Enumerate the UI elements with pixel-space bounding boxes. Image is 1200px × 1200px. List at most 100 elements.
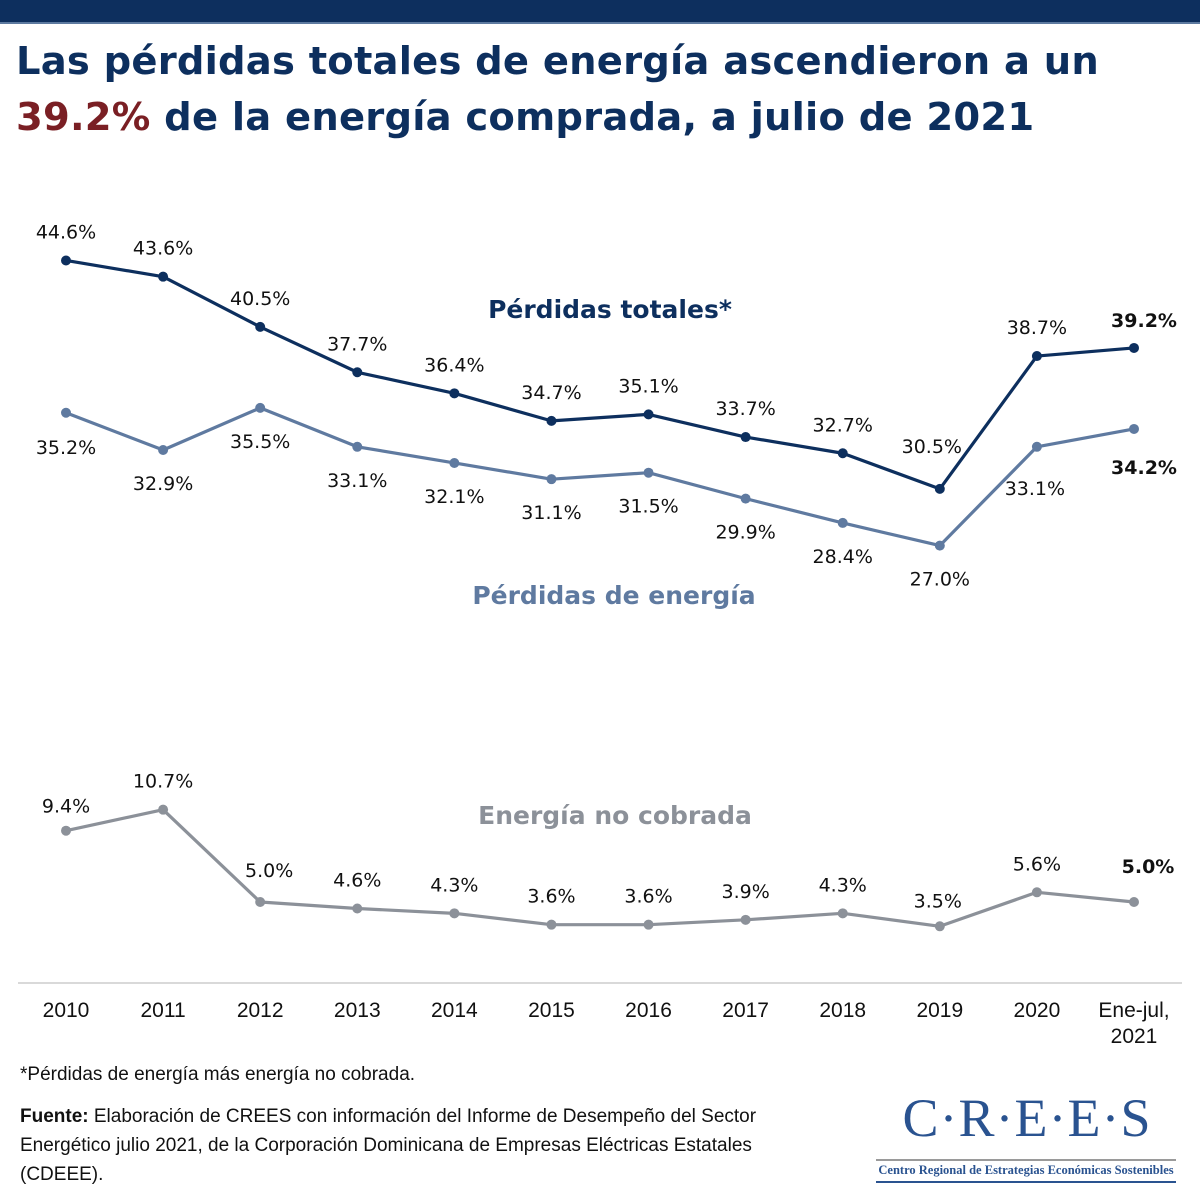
data-point-energia-no-cobrada	[352, 903, 363, 914]
crees-logo: C·R·E·E·S Centro Regional de Estrategias…	[872, 1088, 1182, 1183]
data-label-perdidas-de-energia: 33.1%	[1005, 478, 1065, 500]
series-name-layer: Pérdidas totales* Pérdidas de energía En…	[472, 295, 755, 830]
data-point-perdidas-de-energia	[449, 457, 460, 468]
label-layer: 44.6% 43.6% 40.5% 37.7% 36.4% 34.7% 35.1% 33.7%…	[36, 221, 1177, 912]
data-point-perdidas-de-energia	[837, 517, 848, 528]
data-label-perdidas-de-energia: 32.1%	[424, 486, 484, 508]
data-label-energia-no-cobrada: 3.5%	[914, 890, 962, 912]
data-label-perdidas-de-energia: 34.2%	[1111, 457, 1177, 479]
footnote: *Pérdidas de energía más energía no cobr…	[20, 1064, 416, 1085]
data-label-perdidas-de-energia: 31.1%	[521, 502, 581, 524]
data-point-energia-no-cobrada	[158, 804, 169, 815]
data-label-energia-no-cobrada: 5.6%	[1013, 853, 1061, 875]
title-part1: Las pérdidas totales de energía ascendie…	[16, 39, 1099, 84]
logo-divider-top	[876, 1159, 1176, 1161]
data-label-energia-no-cobrada: 3.6%	[624, 886, 672, 908]
source-note: Fuente: Elaboración de CREES con informa…	[20, 1102, 840, 1189]
series-name-perdidas-totales: Pérdidas totales*	[488, 295, 732, 324]
data-point-perdidas-totales	[934, 483, 945, 494]
title-part2: de la energía comprada, a julio de 2021	[150, 95, 1035, 140]
series-layer	[61, 255, 1139, 932]
x-tick-label: 2011	[141, 999, 186, 1022]
data-label-perdidas-totales: 34.7%	[521, 382, 581, 404]
x-tick-label: 2013	[334, 999, 381, 1022]
data-point-energia-no-cobrada	[934, 921, 945, 932]
data-point-energia-no-cobrada	[449, 908, 460, 919]
x-tick-label: 2017	[722, 999, 769, 1022]
x-tick-label: Ene-jul, 2021	[1098, 999, 1169, 1048]
data-point-perdidas-de-energia	[740, 493, 751, 504]
logo-divider-bottom	[876, 1181, 1176, 1183]
data-point-perdidas-de-energia	[934, 540, 945, 551]
data-point-perdidas-de-energia	[61, 407, 71, 418]
data-point-perdidas-totales	[255, 321, 266, 332]
x-tick-label: 2014	[431, 999, 478, 1022]
data-point-perdidas-totales	[352, 367, 363, 378]
data-label-perdidas-totales: 44.6%	[36, 221, 96, 243]
data-point-perdidas-de-energia	[1129, 423, 1139, 434]
data-label-perdidas-de-energia: 32.9%	[133, 473, 193, 495]
x-tick-label: 2010	[43, 999, 90, 1022]
data-point-energia-no-cobrada	[643, 919, 654, 930]
data-label-perdidas-de-energia: 31.5%	[618, 496, 678, 518]
data-point-perdidas-totales	[449, 388, 460, 399]
data-label-perdidas-totales: 32.7%	[813, 414, 873, 436]
x-tick-label: 2012	[237, 999, 284, 1022]
data-point-perdidas-de-energia	[643, 467, 654, 478]
x-tick-label: 2018	[819, 999, 866, 1022]
data-label-energia-no-cobrada: 4.3%	[430, 874, 478, 896]
data-point-perdidas-totales	[546, 415, 557, 426]
data-point-energia-no-cobrada	[740, 914, 751, 925]
data-label-perdidas-totales: 30.5%	[902, 436, 962, 458]
series-line-perdidas-de-energia	[65, 406, 1135, 548]
data-point-perdidas-totales	[1031, 351, 1042, 362]
data-label-perdidas-de-energia: 29.9%	[715, 522, 775, 544]
data-label-energia-no-cobrada: 9.4%	[42, 796, 90, 818]
data-point-perdidas-totales	[1129, 342, 1139, 353]
data-point-energia-no-cobrada	[546, 919, 557, 930]
data-point-perdidas-totales	[740, 432, 751, 443]
data-point-perdidas-totales	[643, 409, 654, 420]
data-label-perdidas-de-energia: 35.5%	[230, 431, 290, 453]
data-point-perdidas-de-energia	[352, 441, 363, 452]
data-label-energia-no-cobrada: 5.0%	[245, 860, 293, 882]
data-point-energia-no-cobrada	[61, 825, 71, 836]
source-text: Elaboración de CREES con información del…	[20, 1106, 757, 1185]
data-label-energia-no-cobrada: 3.9%	[721, 881, 769, 903]
data-label-perdidas-totales: 37.7%	[327, 333, 387, 355]
source-label: Fuente:	[20, 1106, 89, 1127]
data-label-energia-no-cobrada: 10.7%	[133, 771, 193, 793]
data-point-energia-no-cobrada	[1129, 897, 1139, 907]
series-name-perdidas-energia: Pérdidas de energía	[472, 581, 755, 610]
data-point-perdidas-de-energia	[255, 402, 266, 413]
data-label-energia-no-cobrada: 4.6%	[333, 869, 381, 891]
series-name-energia-no-cobrada: Energía no cobrada	[478, 801, 752, 830]
data-point-perdidas-totales	[61, 255, 71, 266]
data-label-perdidas-totales: 33.7%	[715, 398, 775, 420]
logo-wordmark: C·R·E·E·S	[902, 1088, 1152, 1148]
data-point-perdidas-de-energia	[158, 445, 169, 456]
data-label-perdidas-de-energia: 27.0%	[910, 569, 970, 591]
data-point-perdidas-totales	[837, 448, 848, 459]
data-label-perdidas-totales: 40.5%	[230, 288, 290, 310]
x-tick-label: 2020	[1014, 999, 1061, 1022]
page-title: Las pérdidas totales de energía ascendie…	[16, 34, 1196, 146]
x-tick-label: 2015	[528, 999, 575, 1022]
data-label-energia-no-cobrada: 4.3%	[819, 874, 867, 896]
data-point-perdidas-totales	[158, 271, 169, 282]
data-label-perdidas-totales: 35.1%	[618, 375, 678, 397]
data-point-energia-no-cobrada	[255, 897, 266, 907]
logo-subtitle: Centro Regional de Estrategias Económica…	[878, 1163, 1174, 1177]
data-point-perdidas-de-energia	[1031, 441, 1042, 452]
title-highlight: 39.2%	[16, 95, 151, 140]
data-point-energia-no-cobrada	[837, 908, 848, 919]
series-line-perdidas-totales	[65, 258, 1135, 491]
line-chart: 2010 2011 2012 2013 2014 2015 2016 2017 2018 2019…	[18, 221, 1182, 1048]
data-label-perdidas-totales: 43.6%	[133, 238, 193, 260]
x-tick-label: 2016	[625, 999, 672, 1022]
axis-layer: 2010 2011 2012 2013 2014 2015 2016 2017 2018 2019…	[18, 982, 1182, 1048]
data-label-perdidas-totales: 38.7%	[1007, 317, 1067, 339]
data-point-energia-no-cobrada	[1031, 887, 1042, 898]
data-label-perdidas-de-energia: 33.1%	[327, 470, 387, 492]
top-banner	[0, 0, 1200, 24]
